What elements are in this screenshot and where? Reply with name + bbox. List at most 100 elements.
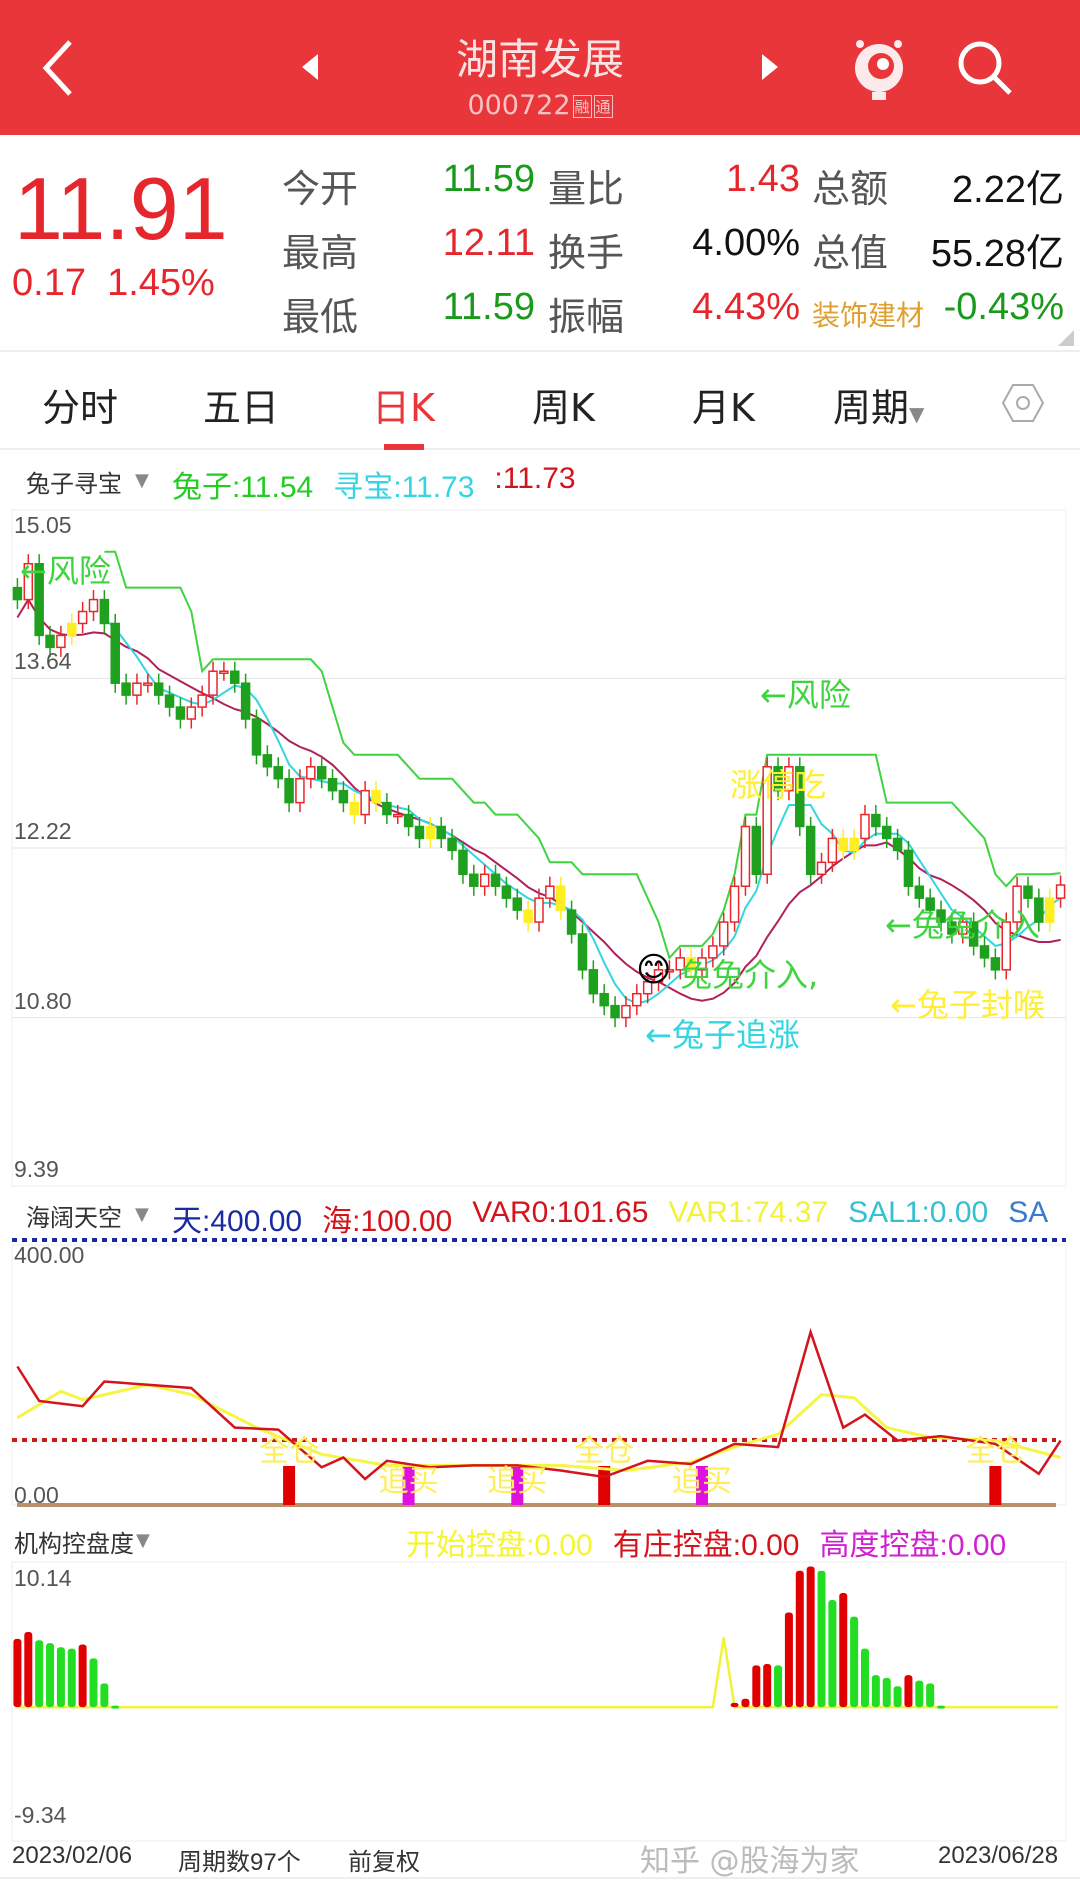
control-bar bbox=[795, 1570, 804, 1708]
signal-bar bbox=[402, 1466, 415, 1505]
control-bar bbox=[839, 1592, 848, 1708]
legend-item: 海:100.00 bbox=[322, 1205, 453, 1238]
candle bbox=[566, 900, 577, 944]
candle bbox=[447, 828, 457, 860]
candle bbox=[762, 757, 772, 884]
legend-value: 0.00 bbox=[929, 1196, 989, 1229]
candle bbox=[816, 852, 827, 884]
control-bar bbox=[850, 1616, 859, 1708]
quote-value: 4.00% bbox=[692, 222, 800, 264]
candle bbox=[686, 948, 696, 980]
top-bar: 湖南发展 000722 融通 bbox=[0, 0, 1080, 135]
hexagon-settings-icon[interactable] bbox=[1002, 382, 1044, 424]
control-bar bbox=[871, 1675, 880, 1708]
candle bbox=[273, 757, 283, 789]
legend-item: 寻宝:11.73 bbox=[333, 471, 475, 504]
control-bar bbox=[860, 1648, 869, 1708]
candle bbox=[968, 912, 979, 956]
quote-label: 最低 bbox=[282, 295, 359, 339]
legend-item: 有庄控盘:0.00 bbox=[612, 1529, 800, 1562]
quote-value: 11.59 bbox=[442, 286, 535, 328]
tab-period[interactable]: 周期▼ bbox=[833, 377, 924, 432]
prev-stock-icon[interactable] bbox=[300, 52, 320, 82]
tab-five-day[interactable]: 五日 bbox=[203, 386, 280, 430]
candle bbox=[469, 864, 479, 896]
legend-value: 11.73 bbox=[502, 462, 576, 495]
cyan-line bbox=[103, 617, 1062, 1005]
legend-value: 101.65 bbox=[556, 1196, 649, 1229]
legend-item: 高度控盘:0.00 bbox=[819, 1529, 1007, 1562]
control-panel-frame bbox=[11, 1561, 1067, 1842]
tab-weekly-k[interactable]: 周K bbox=[532, 386, 595, 430]
indicator-name-control[interactable]: 机构控盘度 bbox=[14, 1530, 134, 1558]
chart-annotation: 兔兔介入, bbox=[680, 956, 819, 994]
candle bbox=[371, 781, 381, 813]
candle bbox=[892, 828, 903, 860]
candle bbox=[219, 661, 229, 681]
candle bbox=[360, 781, 370, 825]
y-tick-label: 400.00 bbox=[14, 1242, 85, 1268]
candle bbox=[936, 900, 946, 932]
candle bbox=[577, 924, 588, 980]
candle bbox=[56, 625, 66, 657]
quote-value: 55.28亿 bbox=[930, 233, 1064, 275]
indicator-name-sky[interactable]: 海阔天空 bbox=[26, 1204, 122, 1232]
back-icon[interactable] bbox=[40, 38, 76, 98]
dropdown-arrow-icon: ▼ bbox=[135, 1204, 149, 1225]
candle bbox=[1023, 876, 1033, 908]
candle bbox=[740, 816, 751, 896]
candle bbox=[197, 685, 207, 717]
legend-value: 11.54 bbox=[240, 471, 314, 504]
legend-row: 开始控盘:0.00 有庄控盘:0.00 高度控盘:0.00 bbox=[406, 1520, 1006, 1564]
chart-annotation: ←风险 bbox=[20, 552, 111, 590]
candle bbox=[316, 757, 327, 789]
candle bbox=[729, 876, 740, 932]
candle bbox=[871, 805, 881, 837]
candle bbox=[903, 840, 914, 896]
candle bbox=[1034, 888, 1044, 932]
legend-value: 400.00 bbox=[210, 1205, 303, 1238]
signal-label: 全仓 bbox=[259, 1434, 320, 1469]
candle bbox=[143, 673, 153, 693]
candle bbox=[632, 984, 642, 1016]
candle bbox=[990, 948, 1001, 980]
chart-annotation: 涨停吃 bbox=[730, 766, 827, 804]
candle bbox=[718, 912, 729, 956]
var0-line bbox=[16, 1327, 1062, 1481]
expand-corner-icon[interactable] bbox=[1058, 330, 1074, 346]
tab-monthly-k[interactable]: 月K bbox=[692, 386, 755, 430]
tab-intraday[interactable]: 分时 bbox=[42, 386, 119, 430]
candle bbox=[45, 625, 55, 657]
candle bbox=[490, 864, 501, 896]
stock-code: 000722 bbox=[467, 90, 571, 121]
candle bbox=[849, 828, 859, 860]
quote-value: 12.11 bbox=[442, 222, 535, 264]
candle bbox=[262, 745, 273, 777]
legend-name: VAR1 bbox=[668, 1196, 745, 1229]
candle bbox=[23, 554, 34, 610]
mascot-icon[interactable] bbox=[850, 34, 908, 104]
candle bbox=[523, 900, 533, 932]
legend-value: 11.73 bbox=[401, 471, 475, 504]
candle bbox=[1044, 888, 1055, 932]
candle bbox=[914, 876, 925, 908]
candle bbox=[186, 697, 197, 729]
y-tick-label: 10.80 bbox=[14, 987, 72, 1014]
tab-daily-k[interactable]: 日K bbox=[372, 386, 435, 430]
adjust-mode[interactable]: 前复权 bbox=[348, 1849, 420, 1876]
candle bbox=[425, 816, 436, 848]
quote-label: 振幅 bbox=[548, 295, 625, 339]
candle bbox=[295, 769, 305, 813]
legend-item: VAR0:101.65 bbox=[472, 1196, 649, 1229]
candle bbox=[545, 876, 555, 908]
kline-chart-area[interactable] bbox=[0, 450, 1080, 1883]
candle bbox=[501, 876, 512, 908]
next-stock-icon[interactable] bbox=[760, 52, 780, 82]
search-icon[interactable] bbox=[955, 38, 1015, 98]
candle bbox=[555, 876, 566, 920]
legend-value: 0.00 bbox=[534, 1529, 593, 1562]
margin-tag: 融 bbox=[572, 95, 592, 118]
indicator-name-rabbit[interactable]: 兔子寻宝 bbox=[26, 470, 122, 498]
candle bbox=[958, 912, 968, 944]
quote-label: 今开 bbox=[282, 167, 359, 211]
